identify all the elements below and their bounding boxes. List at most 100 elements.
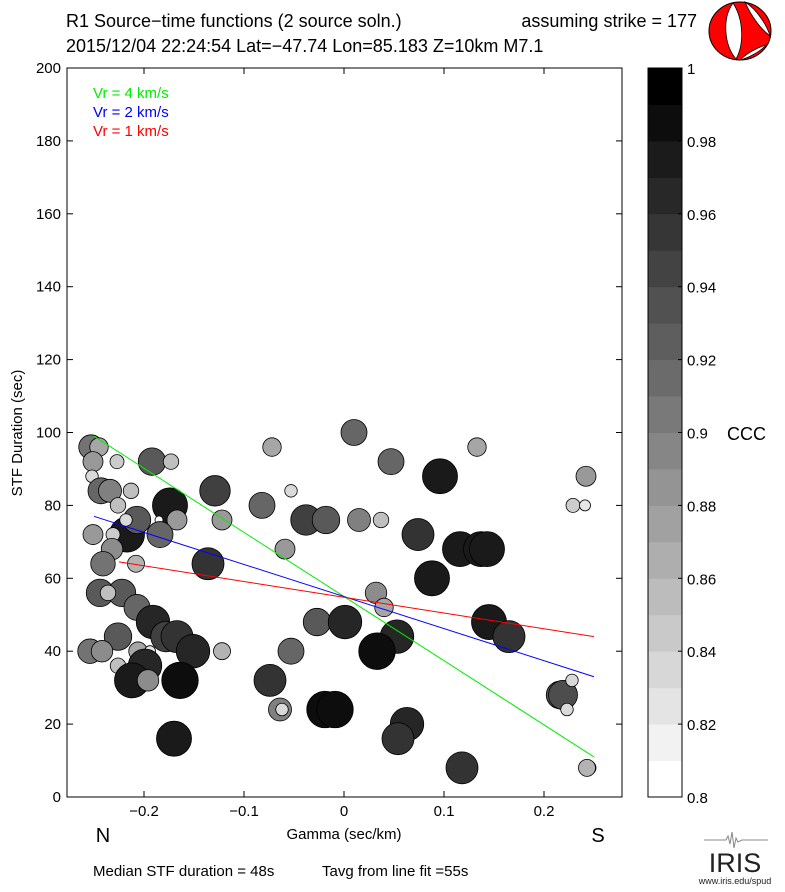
colorbar-tick-label: 0.94 [687,280,716,297]
data-point [98,478,122,503]
data-point [578,758,596,777]
colorbar-tick-label: 0.82 [687,717,716,734]
colorbar-bin [648,104,682,142]
data-point [248,491,276,519]
data-point [90,640,114,663]
colorbar-bin [648,286,682,324]
colorbar-bin [648,541,682,579]
y-tick-label: 20 [44,716,61,733]
colorbar-bin [648,760,682,798]
data-point [358,632,396,670]
colorbar-tick-label: 0.8 [687,790,708,807]
data-point [122,482,140,499]
y-tick-label: 0 [53,789,61,806]
x-axis-label: Gamma (sec/km) [286,826,401,843]
data-point [401,518,435,551]
footer-tavg: Tavg from line fit =55s [322,863,468,880]
data-point [277,637,305,665]
data-point [274,538,296,560]
colorbar-bin [648,250,682,288]
y-tick-label: 40 [44,643,61,660]
data-point [340,419,368,446]
colorbar-tick-label: 0.88 [687,498,716,515]
direction-north: N [96,825,110,847]
colorbar-tick-label: 0.96 [687,207,716,224]
data-point [565,497,581,513]
data-point [119,513,133,527]
chart-strike: assuming strike = 177 [521,11,697,31]
colorbar-bin [648,177,682,215]
data-point [372,511,390,529]
y-axis-label: STF Duration (sec) [9,370,26,497]
colorbar-bin [648,432,682,470]
colorbar-tick-label: 0.92 [687,353,716,370]
data-point [109,497,127,514]
data-point [467,437,487,457]
y-tick-label: 60 [44,570,61,587]
legend: Vr = 4 km/s Vr = 2 km/s Vr = 1 km/s [93,85,169,140]
data-point [103,622,133,651]
y-tick-label: 100 [36,425,61,442]
data-point [327,604,363,640]
beachball-icon [708,0,772,61]
chart-title: R1 Source−time functions (2 source soln.… [66,11,402,31]
data-point [275,702,289,717]
y-tick-label: 160 [36,206,61,223]
data-point [381,722,415,756]
colorbar-bin [648,213,682,251]
seismogram-icon [704,831,768,849]
plot-area [77,419,597,785]
data-point [560,702,574,717]
data-point [156,720,192,757]
colorbar-tick-label: 0.86 [687,571,716,588]
colorbar-bin [648,140,682,178]
footer-median: Median STF duration = 48s [93,863,274,880]
iris-url[interactable]: www.iris.edu/spud [698,876,772,886]
data-point [579,499,591,512]
data-point [82,524,104,545]
data-point [161,661,199,700]
data-point [199,475,231,507]
colorbar-tick-label: 0.98 [687,134,716,151]
data-point [82,451,104,473]
y-tick-label: 80 [44,497,61,514]
colorbar-bin [648,359,682,397]
data-point [284,484,298,498]
y-tick-label: 120 [36,352,61,369]
colorbar-bin [648,468,682,506]
data-point [565,673,579,688]
colorbar-bin [648,396,682,433]
data-point [162,453,180,470]
y-tick-label: 200 [36,60,61,77]
data-point [211,509,233,531]
data-point [377,448,405,476]
data-point [414,560,450,597]
iris-logo-text: IRIS [709,848,762,878]
x-tick-label: −0.2 [129,803,159,820]
data-point [137,447,167,476]
data-point [445,751,479,785]
data-point [492,620,526,654]
data-point [347,508,371,532]
colorbar-bin [648,505,682,543]
colorbar-tick-label: 1 [687,61,695,78]
x-tick-label: −0.1 [229,803,259,820]
y-tick-label: 180 [36,133,61,150]
y-tick-label: 140 [36,279,61,296]
fit-line-3 [118,561,595,638]
fit-line-2 [93,515,595,678]
data-point [99,584,117,602]
colorbar-bin [648,578,682,616]
x-tick-label: 0.2 [534,803,555,820]
legend-vr1: Vr = 1 km/s [93,123,169,140]
colorbar-bin [648,614,682,652]
colorbar-bin [648,651,682,689]
colorbar-bin [648,687,682,725]
iris-logo[interactable]: IRIS www.iris.edu/spud [698,831,772,886]
axes: −0.2 −0.1 0 0.1 0.2 0 20 40 60 80 100 120 140 160 180 2… [36,60,622,820]
data-point [253,663,287,697]
colorbar-bin [648,68,682,105]
colorbar-bin [648,724,682,762]
data-point [316,690,354,729]
